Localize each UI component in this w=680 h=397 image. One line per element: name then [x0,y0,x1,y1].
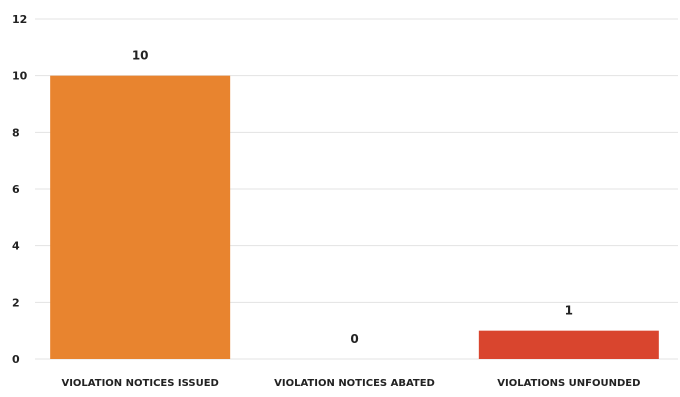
category-label-violation-notices-abated: VIOLATION NOTICES ABATED [274,378,435,389]
y-tick-label-2: 2 [12,296,20,309]
bar-violation-notices-issued [50,75,231,360]
data-label-violation-notices-abated: 0 [350,332,358,346]
category-label-violations-unfounded: VIOLATIONS UNFOUNDED [497,378,640,389]
data-label-violation-notices-issued: 10 [132,49,149,63]
y-axis-tick-labels: 0 2 4 6 8 10 12 [12,13,28,366]
y-tick-label-0: 0 [12,353,20,366]
y-tick-label-12: 12 [12,13,27,26]
bar-violations-unfounded [478,330,659,359]
y-tick-label-10: 10 [12,70,28,83]
x-axis-category-labels: VIOLATION NOTICES ISSUED VIOLATION NOTICE… [61,378,640,389]
data-labels: 10 0 1 [132,49,573,346]
y-tick-label-6: 6 [12,183,20,196]
category-label-violation-notices-issued: VIOLATION NOTICES ISSUED [61,378,218,389]
data-label-violations-unfounded: 1 [565,304,573,318]
y-tick-label-8: 8 [12,126,20,139]
y-tick-label-4: 4 [12,240,20,253]
bars [50,75,659,360]
